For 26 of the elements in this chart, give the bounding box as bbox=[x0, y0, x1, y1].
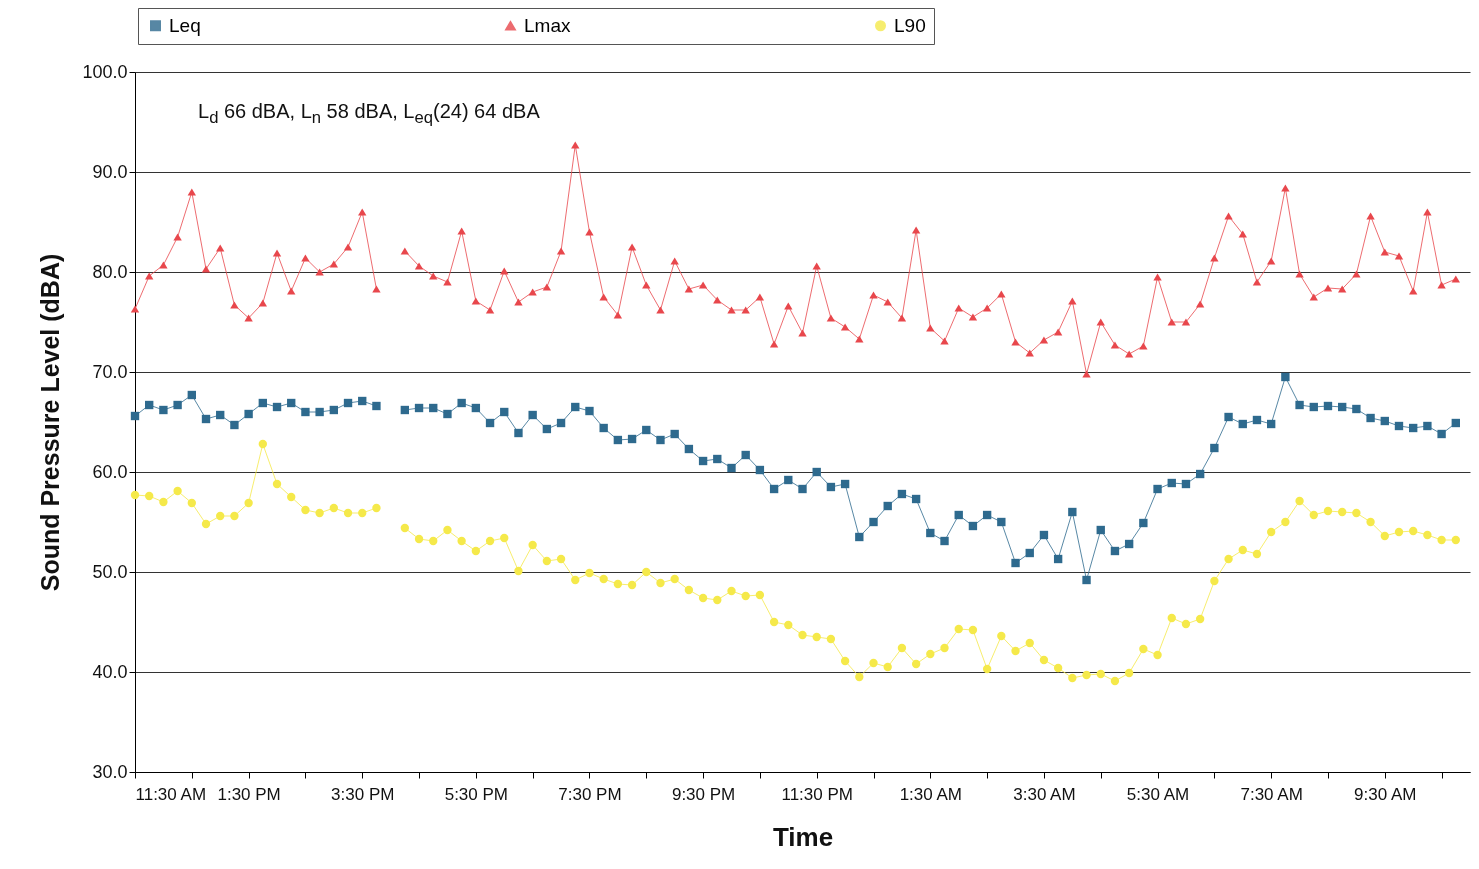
legend-label: L90 bbox=[894, 14, 926, 36]
x-tick-label: 5:30 PM bbox=[444, 784, 509, 804]
x-tick-label: 7:30 AM bbox=[1240, 784, 1303, 804]
x-tick-label: 7:30 PM bbox=[558, 784, 622, 804]
y-tick-label: 70.0 bbox=[92, 361, 128, 382]
y-tick-label: 100.0 bbox=[82, 61, 128, 82]
x-tick-label: 3:30 AM bbox=[1013, 784, 1076, 804]
x-tick-label: 9:30 AM bbox=[1354, 784, 1417, 804]
x-tick-label: 3:30 PM bbox=[331, 784, 395, 804]
x-tick-label: 1:30 PM bbox=[217, 784, 281, 804]
x-tick-label: 11:30 AM bbox=[135, 784, 207, 804]
y-axis-title: Sound Pressure Level (dBA) bbox=[36, 253, 65, 592]
y-tick-label: 80.0 bbox=[92, 261, 128, 282]
legend-label: Lmax bbox=[524, 14, 571, 36]
y-tick-label: 50.0 bbox=[92, 561, 128, 582]
x-tick-label: 9:30 PM bbox=[671, 784, 736, 804]
y-tick-label: 40.0 bbox=[92, 661, 128, 682]
x-axis-title: Time bbox=[772, 821, 834, 852]
x-tick-label: 5:30 AM bbox=[1126, 784, 1190, 804]
y-tick-label: 90.0 bbox=[92, 161, 128, 182]
x-tick-label: 11:30 PM bbox=[781, 784, 853, 804]
y-tick-label: 30.0 bbox=[92, 761, 128, 782]
annotation: L$_{d}$ 66 dBA, L$_{n}$ 58 dBA, L$_{eq}$(24) 64 dBA bbox=[198, 100, 540, 128]
x-tick-label: 1:30 AM bbox=[899, 784, 963, 804]
legend-label: Leq bbox=[169, 14, 201, 36]
y-tick-label: 60.0 bbox=[92, 461, 128, 482]
